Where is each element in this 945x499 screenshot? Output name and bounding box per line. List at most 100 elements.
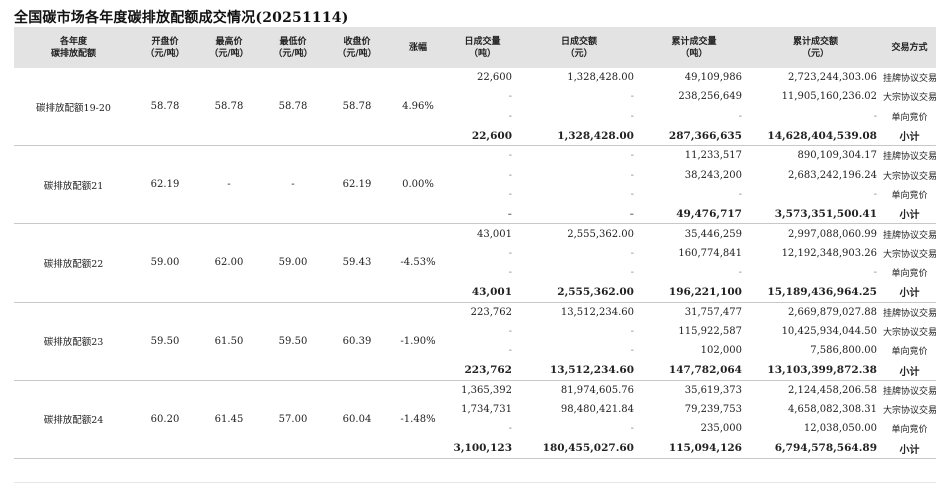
trade-mode-label: 单向竞价	[891, 347, 928, 358]
cumulative-volume-value: 49,109,986	[684, 72, 742, 84]
cumulative-volume-value: 11,233,517	[684, 150, 742, 162]
daily-volume-value: 43,001	[471, 285, 512, 298]
header-high-price: 最高价 （元/吨）	[197, 27, 261, 68]
daily-volume-value: -	[508, 247, 512, 259]
header-open-price: 开盘价 （元/吨）	[133, 27, 197, 68]
daily-volume-value: 1,365,392	[461, 384, 512, 396]
cumulative-amount-value: 2,669,879,027.88	[787, 306, 877, 318]
cumulative-volume-value: -	[738, 267, 742, 279]
daily-amount-value: -	[630, 110, 634, 122]
daily-amount-value: 13,512,234.60	[560, 306, 634, 318]
close-price-value: 60.39	[342, 335, 372, 347]
trade-mode-label: 挂牌协议交易	[883, 308, 936, 319]
close-price-value: 58.78	[342, 101, 372, 113]
cumulative-volume-value: 196,221,100	[668, 285, 742, 298]
change-value: -1.90%	[400, 335, 436, 347]
daily-amount-value: 98,480,421.84	[560, 404, 634, 416]
trade-mode-label: 单向竞价	[891, 269, 928, 280]
subtotal-row: - - 49,476,717 3,573,351,500.41 小计	[14, 204, 936, 224]
open-price-value: 59.50	[150, 335, 180, 347]
cumulative-amount-value: -	[873, 110, 877, 122]
low-price-value: 58.78	[278, 101, 308, 113]
table-row: 碳排放配额19-20 58.78 58.78 58.78 58.78 4.96% 22,60…	[14, 68, 936, 113]
table-row: 碳排放配额24 60.20 61.45 57.00 60.04 -1.48% 1,365,3…	[14, 380, 936, 426]
high-price-value: 61.45	[214, 413, 244, 425]
header-label: （吨）	[468, 48, 496, 59]
header-year-quota: 各年度 碳排放配额	[14, 27, 133, 68]
low-price-value: 59.00	[278, 257, 308, 269]
close-price-value: 59.43	[342, 257, 372, 269]
cumulative-amount-value: 14,628,404,539.08	[767, 129, 877, 142]
cumulative-amount-value: 10,425,934,044.50	[781, 326, 877, 337]
daily-volume-value: 43,001	[477, 228, 512, 240]
carbon-trading-table: 各年度 碳排放配额 开盘价 （元/吨） 最高价 （元/吨） 最低价 （元/吨） 收盘价 （元/吨）…	[14, 27, 936, 459]
open-price-value: 58.78	[150, 101, 180, 113]
daily-amount-value: -	[630, 326, 634, 337]
trade-mode-label: 小计	[899, 132, 920, 144]
cumulative-amount-value: 890,109,304.17	[797, 150, 877, 162]
table-body: 碳排放配额19-20 58.78 58.78 58.78 58.78 4.96% 22,60…	[14, 68, 936, 459]
cumulative-amount-value: 2,124,458,206.58	[787, 384, 877, 396]
daily-amount-value: 1,328,428.00	[567, 72, 634, 84]
header-close-price: 收盘价 （元/吨）	[325, 27, 389, 68]
subtotal-row: 43,001 2,555,362.00 196,221,100 15,189,436,…	[14, 282, 936, 303]
subtotal-row: 22,600 1,328,428.00 287,366,635 14,628,404,…	[14, 126, 936, 146]
daily-volume-value: 22,600	[477, 72, 512, 84]
trade-mode-label: 挂牌协议交易	[883, 152, 936, 163]
cumulative-amount-value: 12,192,348,903.26	[781, 247, 877, 259]
header-label: （元/吨）	[337, 48, 377, 59]
header-label: 最高价	[215, 36, 243, 47]
cumulative-volume-value: 35,446,259	[684, 228, 742, 240]
header-label: （元）	[801, 48, 829, 59]
low-price-value: 59.50	[278, 335, 308, 347]
change-value: -4.53%	[400, 257, 436, 269]
daily-amount-value: -	[629, 207, 634, 220]
trade-mode-label: 小计	[899, 288, 920, 300]
cumulative-amount-value: 6,794,578,564.89	[774, 442, 877, 455]
header-label: 收盘价	[343, 36, 371, 47]
daily-amount-value: -	[630, 247, 634, 259]
daily-amount-value: -	[630, 423, 634, 435]
cumulative-volume-value: -	[738, 188, 742, 200]
daily-volume-value: -	[508, 423, 512, 435]
daily-amount-value: -	[630, 169, 634, 181]
daily-amount-value: 2,555,362.00	[567, 228, 634, 240]
trade-mode-label: 大宗协议交易	[883, 171, 936, 182]
daily-volume-value: -	[508, 150, 512, 162]
cumulative-volume-value: 31,757,477	[684, 306, 742, 318]
trade-mode-label: 单向竞价	[891, 112, 928, 123]
cumulative-amount-value: 13,103,399,872.38	[767, 364, 877, 377]
quota-name: 碳排放配额24	[43, 415, 104, 427]
daily-amount-value: -	[630, 188, 634, 200]
trade-mode-label: 大宗协议交易	[883, 406, 936, 417]
cumulative-amount-value: -	[873, 188, 877, 200]
cumulative-volume-value: -	[738, 110, 742, 122]
daily-volume-value: -	[508, 110, 512, 122]
high-price-value: 61.50	[214, 335, 244, 347]
daily-amount-value: 13,512,234.60	[549, 364, 634, 377]
table-row: 碳排放配额22 59.00 62.00 59.00 59.43 -4.53% 43,001 2…	[14, 224, 936, 270]
daily-volume-value: -	[508, 169, 512, 181]
table-row: - - 160,774,841 12,192,348,903.26 大宗协议交易	[14, 244, 936, 263]
trade-mode-label: 大宗协议交易	[883, 249, 936, 260]
header-label: （元/吨）	[145, 48, 185, 59]
header-label: （吨）	[680, 48, 708, 59]
change-value: 4.96%	[402, 101, 434, 113]
header-label: 各年度	[59, 36, 87, 47]
trade-mode-label: 挂牌协议交易	[883, 230, 936, 241]
header-label: 交易方式	[891, 42, 928, 53]
cumulative-amount-value: 2,723,244,303.06	[787, 72, 877, 84]
header-daily-volume: 日成交量 （吨）	[447, 27, 518, 68]
table-row: - - 38,243,200 2,683,242,196.24 大宗协议交易	[14, 165, 936, 184]
cumulative-amount-value: -	[873, 267, 877, 279]
header-low-price: 最低价 （元/吨）	[261, 27, 325, 68]
header-label: （元/吨）	[273, 48, 313, 59]
daily-amount-value: 1,328,428.00	[557, 129, 634, 142]
high-price-value: -	[227, 179, 231, 191]
table-bottom-divider	[14, 482, 936, 483]
quota-name: 碳排放配额21	[43, 180, 104, 192]
header-label: 累计成交量	[671, 36, 717, 47]
daily-volume-value: 223,762	[470, 306, 512, 318]
table-row: - - - - 单向竞价	[14, 185, 936, 204]
daily-amount-value: -	[630, 91, 634, 103]
